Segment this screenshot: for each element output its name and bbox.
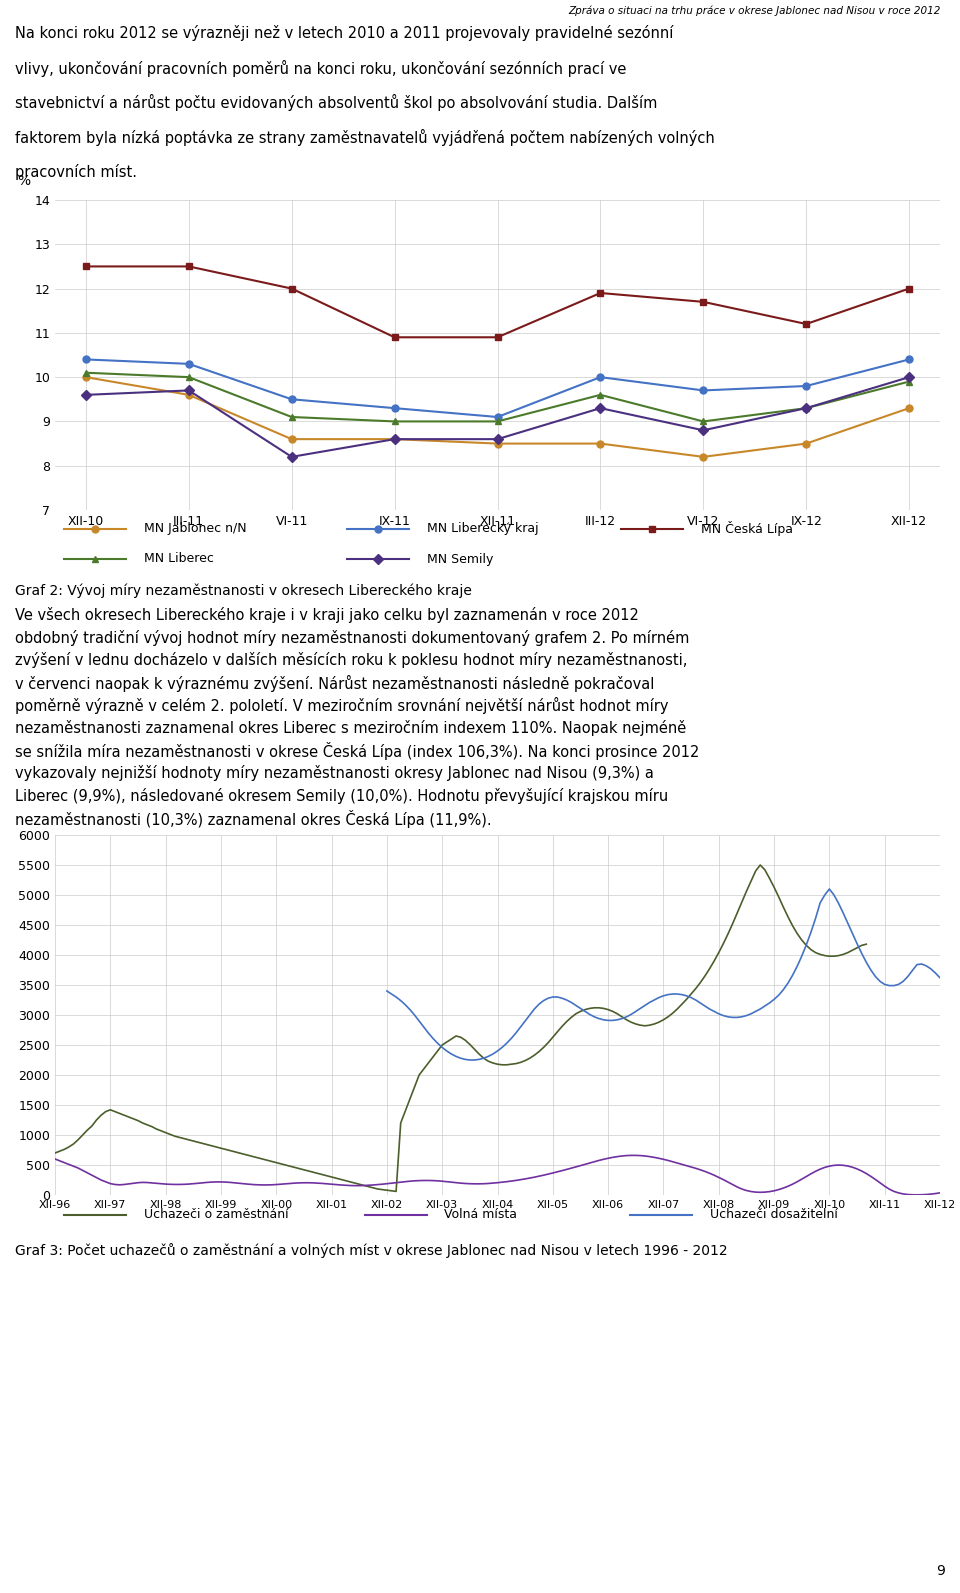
Line: MN Česká Lípa: MN Česká Lípa — [83, 263, 913, 341]
Text: Uchazeči o zaměstnání: Uchazeči o zaměstnání — [143, 1209, 288, 1222]
Text: Uchazeči dosažitelní: Uchazeči dosažitelní — [709, 1209, 838, 1222]
MN Liberec — [286, 408, 298, 427]
Text: zvýšení v lednu docházelo v dalších měsících roku k poklesu hodnot míry nezaměst: zvýšení v lednu docházelo v dalších měsí… — [15, 652, 687, 667]
MN Česká Lípa — [389, 328, 400, 347]
Text: vykazovaly nejnižší hodnoty míry nezaměstnanosti okresy Jablonec nad Nisou (9,3%: vykazovaly nejnižší hodnoty míry nezaměs… — [15, 765, 654, 781]
Text: MN Semily: MN Semily — [426, 553, 493, 566]
MN Liberec — [903, 373, 915, 392]
MN Liberecký kraj — [80, 350, 91, 370]
MN Semily — [80, 386, 91, 405]
MN Jablonec n/N — [80, 368, 91, 387]
MN Česká Lípa — [903, 279, 915, 298]
MN Česká Lípa — [183, 256, 195, 276]
MN Česká Lípa — [801, 314, 812, 333]
MN Liberec — [183, 368, 195, 387]
Line: MN Jablonec n/N: MN Jablonec n/N — [83, 374, 913, 460]
MN Liberecký kraj — [492, 408, 503, 427]
MN Liberec — [492, 413, 503, 432]
MN Jablonec n/N — [903, 398, 915, 417]
MN Semily — [286, 448, 298, 467]
Y-axis label: %: % — [17, 174, 31, 188]
MN Liberec — [801, 398, 812, 417]
MN Jablonec n/N — [286, 430, 298, 449]
Text: nezaměstnanosti zaznamenal okres Liberec s meziročním indexem 110%. Naopak nejmé: nezaměstnanosti zaznamenal okres Liberec… — [15, 720, 686, 736]
MN Semily — [183, 381, 195, 400]
MN Liberecký kraj — [801, 376, 812, 395]
MN Liberecký kraj — [698, 381, 709, 400]
MN Liberecký kraj — [286, 390, 298, 409]
MN Liberec — [389, 413, 400, 432]
MN Semily — [698, 421, 709, 440]
Text: MN Česká Lípa: MN Česká Lípa — [701, 521, 793, 537]
Text: obdobný tradiční vývoj hodnot míry nezaměstnanosti dokumentovaný grafem 2. Po mí: obdobný tradiční vývoj hodnot míry nezam… — [15, 629, 689, 645]
Line: MN Semily: MN Semily — [83, 374, 913, 460]
Text: MN Liberec: MN Liberec — [143, 553, 213, 566]
MN Semily — [903, 368, 915, 387]
Text: MN Liberecký kraj: MN Liberecký kraj — [426, 523, 539, 535]
Text: Na konci roku 2012 se výrazněji než v letech 2010 a 2011 projevovaly pravidelné : Na konci roku 2012 se výrazněji než v le… — [15, 25, 673, 41]
Text: MN Jablonec n/N: MN Jablonec n/N — [143, 523, 246, 535]
MN Česká Lípa — [698, 292, 709, 311]
Text: stavebnictví a nárůst počtu evidovaných absolventů škol po absolvování studia. D: stavebnictví a nárůst počtu evidovaných … — [15, 94, 658, 112]
Text: Liberec (9,9%), následované okresem Semily (10,0%). Hodnotu převyšující krajskou: Liberec (9,9%), následované okresem Semi… — [15, 787, 668, 803]
MN Semily — [594, 398, 606, 417]
Text: pracovních míst.: pracovních míst. — [15, 164, 137, 180]
MN Jablonec n/N — [183, 386, 195, 405]
Text: se snížila míra nezaměstnanosti v okrese Česká Lípa (index 106,3%). Na konci pro: se snížila míra nezaměstnanosti v okrese… — [15, 742, 700, 760]
MN Semily — [492, 430, 503, 449]
Text: Graf 3: Počet uchazečů o zaměstnání a volných míst v okrese Jablonec nad Nisou v: Graf 3: Počet uchazečů o zaměstnání a vo… — [15, 1244, 728, 1258]
MN Liberecký kraj — [389, 398, 400, 417]
MN Liberecký kraj — [903, 350, 915, 370]
MN Liberec — [698, 413, 709, 432]
Text: 9: 9 — [936, 1564, 945, 1579]
Text: nezaměstnanosti (10,3%) zaznamenal okres Česká Lípa (11,9%).: nezaměstnanosti (10,3%) zaznamenal okres… — [15, 811, 492, 828]
Text: Graf 2: Vývoj míry nezaměstnanosti v okresech Libereckého kraje: Graf 2: Vývoj míry nezaměstnanosti v okr… — [15, 583, 472, 599]
Text: vlivy, ukončování pracovních poměrů na konci roku, ukončování sezónních prací ve: vlivy, ukončování pracovních poměrů na k… — [15, 59, 626, 76]
Text: Volná místa: Volná místa — [444, 1209, 517, 1222]
MN Jablonec n/N — [389, 430, 400, 449]
MN Jablonec n/N — [492, 433, 503, 452]
Text: poměrně výrazně v celém 2. pololetí. V meziročním srovnání největší nárůst hodno: poměrně výrazně v celém 2. pololetí. V m… — [15, 698, 668, 714]
MN Česká Lípa — [80, 256, 91, 276]
Text: Ve všech okresech Libereckého kraje i v kraji jako celku byl zaznamenán v roce 2: Ve všech okresech Libereckého kraje i v … — [15, 607, 638, 623]
MN Semily — [389, 430, 400, 449]
Line: MN Liberec: MN Liberec — [83, 370, 913, 425]
MN Liberecký kraj — [594, 368, 606, 387]
MN Liberecký kraj — [183, 354, 195, 373]
MN Liberec — [594, 386, 606, 405]
MN Česká Lípa — [492, 328, 503, 347]
Line: MN Liberecký kraj: MN Liberecký kraj — [83, 355, 913, 421]
MN Česká Lípa — [286, 279, 298, 298]
MN Česká Lípa — [594, 284, 606, 303]
Text: v červenci naopak k výraznému zvýšení. Nárůst nezaměstnanosti následně pokračova: v červenci naopak k výraznému zvýšení. N… — [15, 675, 655, 691]
MN Jablonec n/N — [698, 448, 709, 467]
Text: Zpráva o situaci na trhu práce v okrese Jablonec nad Nisou v roce 2012: Zpráva o situaci na trhu práce v okrese … — [568, 6, 941, 16]
MN Liberec — [80, 363, 91, 382]
MN Jablonec n/N — [801, 433, 812, 452]
MN Semily — [801, 398, 812, 417]
Text: faktorem byla nízká poptávka ze strany zaměstnavatelů vyjádřená počtem nabízenýc: faktorem byla nízká poptávka ze strany z… — [15, 129, 715, 147]
MN Jablonec n/N — [594, 433, 606, 452]
